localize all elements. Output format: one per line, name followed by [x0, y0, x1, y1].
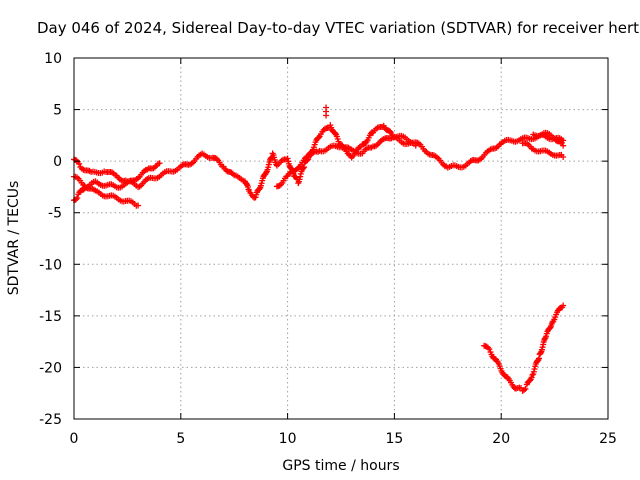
x-tick-label: 5	[176, 431, 185, 447]
data-point	[76, 160, 83, 167]
data-point	[315, 134, 322, 141]
data-point	[323, 112, 330, 119]
data-point	[256, 185, 263, 192]
data-point	[74, 194, 81, 201]
data-point	[295, 164, 302, 171]
data-point	[73, 157, 80, 164]
x-tick-label: 10	[279, 431, 297, 447]
grid-lines	[74, 58, 608, 419]
series-track-d	[273, 122, 419, 190]
y-tick-label: -5	[48, 206, 62, 222]
axis-ticks: 0 5 10 15 20 25 -25 -20 -15 -10 -5 0 5 10	[39, 51, 617, 447]
y-tick-label: -25	[39, 412, 62, 428]
data-point	[332, 130, 339, 137]
series-spike	[323, 104, 330, 119]
x-tick-label: 15	[385, 431, 403, 447]
data-point	[287, 169, 294, 176]
x-tick-label: 0	[70, 431, 79, 447]
data-point	[560, 142, 567, 149]
data-point	[557, 138, 564, 145]
data-point	[522, 385, 529, 392]
series-track-f	[530, 129, 567, 149]
series-track-c	[71, 131, 567, 201]
y-tick-label: -20	[39, 360, 62, 376]
data-point	[223, 167, 230, 174]
data-point	[543, 333, 550, 340]
data-point	[156, 160, 163, 167]
x-axis-label: GPS time / hours	[282, 458, 399, 474]
y-tick-label: -15	[39, 309, 62, 325]
y-tick-label: 5	[53, 103, 62, 119]
data-point	[228, 169, 235, 176]
x-tick-label: 20	[492, 431, 510, 447]
y-axis-label: SDTVAR / TECUs	[6, 181, 22, 296]
data-point	[258, 180, 265, 187]
data-point	[355, 144, 362, 151]
chart-title: Day 046 of 2024, Sidereal Day-to-day VTE…	[37, 19, 639, 37]
series-track-g	[481, 302, 567, 394]
data-point	[529, 371, 536, 378]
y-tick-label: -10	[39, 257, 62, 273]
data-point	[558, 139, 565, 146]
data-point	[292, 167, 299, 174]
y-tick-label: 10	[44, 51, 62, 67]
data-point	[412, 142, 419, 149]
data-point	[560, 302, 567, 309]
data-series	[71, 104, 567, 394]
data-point	[486, 346, 493, 353]
series-track-e	[519, 140, 567, 161]
y-tick-label: 0	[53, 154, 62, 170]
x-tick-label: 25	[599, 431, 617, 447]
data-point	[504, 374, 511, 381]
plot-frame	[73, 57, 609, 420]
data-point	[135, 202, 142, 209]
data-point	[560, 154, 567, 161]
data-point	[276, 182, 283, 189]
